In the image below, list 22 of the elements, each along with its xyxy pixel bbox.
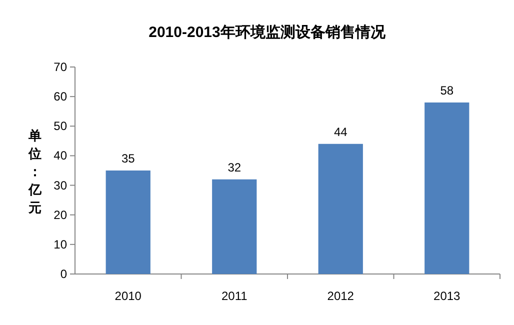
y-tick-label: 70 (54, 60, 68, 74)
y-axis-title: 单位：亿元 (28, 128, 42, 215)
y-tick-label: 10 (54, 237, 68, 252)
data-label: 35 (121, 152, 136, 166)
x-tick-label: 2012 (327, 289, 354, 303)
y-tick-label: 40 (54, 148, 68, 163)
y-tick-label: 20 (54, 208, 68, 222)
x-tick-label: 2011 (221, 289, 248, 303)
x-tick-label: 2010 (114, 289, 142, 303)
y-tick-label: 0 (60, 267, 68, 281)
chart-title: 2010-2013年环境监测设备销售情况 (148, 23, 386, 41)
y-tick-label: 50 (54, 119, 68, 134)
data-label: 32 (228, 160, 242, 174)
data-label: 58 (440, 83, 454, 98)
y-tick-label: 60 (54, 90, 68, 104)
bar (318, 144, 363, 274)
bar (212, 179, 257, 274)
bar (106, 170, 150, 274)
data-label: 44 (334, 124, 348, 139)
bar (424, 102, 470, 274)
x-tick-label: 2013 (434, 289, 461, 303)
y-tick-label: 30 (54, 178, 68, 192)
